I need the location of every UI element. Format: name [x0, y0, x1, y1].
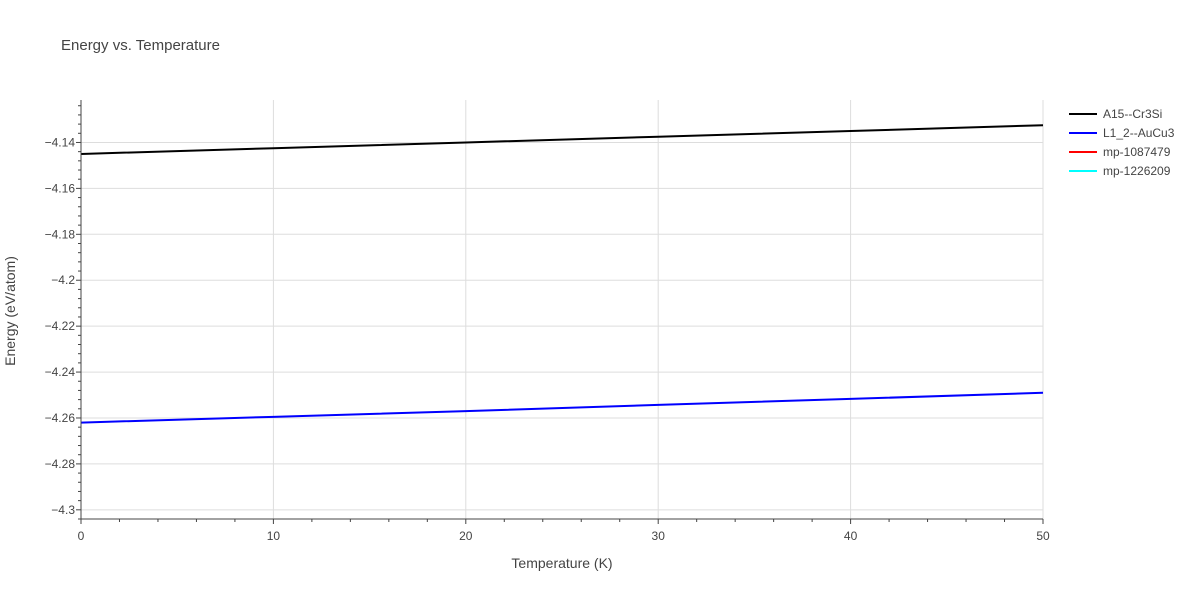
- x-tick-label: 40: [844, 529, 858, 543]
- x-tick-label: 0: [78, 529, 85, 543]
- x-tick-label: 20: [459, 529, 473, 543]
- y-tick-label: −4.26: [45, 411, 76, 425]
- axes: 0 10 20 30 40 50 −4.14 −4.16 −4.18 −4.2 −4.22 −4.24…: [45, 100, 1050, 543]
- legend-item[interactable]: L1_2--AuCu3: [1069, 126, 1175, 140]
- legend-item[interactable]: mp-1226209: [1069, 164, 1171, 178]
- x-tick-label: 10: [267, 529, 281, 543]
- x-tick-label: 30: [652, 529, 666, 543]
- y-tick-label: −4.22: [45, 319, 76, 333]
- y-tick-label: −4.24: [45, 365, 76, 379]
- x-axis-title: Temperature (K): [511, 555, 612, 571]
- chart-title: Energy vs. Temperature: [61, 37, 220, 54]
- y-tick-label: −4.2: [51, 273, 75, 287]
- legend-label: mp-1226209: [1103, 164, 1171, 178]
- legend-label: A15--Cr3Si: [1103, 107, 1162, 121]
- y-tick-label: −4.3: [51, 503, 75, 517]
- y-tick-label: −4.28: [45, 457, 76, 471]
- legend-item[interactable]: mp-1087479: [1069, 145, 1171, 159]
- legend-label: L1_2--AuCu3: [1103, 126, 1175, 140]
- legend-item[interactable]: A15--Cr3Si: [1069, 107, 1162, 121]
- series-line-a15-cr3si: [80, 124, 1044, 155]
- x-tick-label: 50: [1036, 529, 1050, 543]
- series-line-l1-2-aucu3: [80, 391, 1044, 424]
- plot-area: [80, 124, 1044, 424]
- y-axis-title: Energy (eV/atom): [2, 256, 18, 366]
- y-tick-label: −4.18: [45, 227, 76, 241]
- grid: [81, 100, 1044, 519]
- legend-label: mp-1087479: [1103, 145, 1171, 159]
- legend[interactable]: A15--Cr3Si L1_2--AuCu3 mp-1087479 mp-122620…: [1069, 107, 1175, 178]
- y-tick-label: −4.14: [45, 135, 76, 149]
- y-tick-label: −4.16: [45, 181, 76, 195]
